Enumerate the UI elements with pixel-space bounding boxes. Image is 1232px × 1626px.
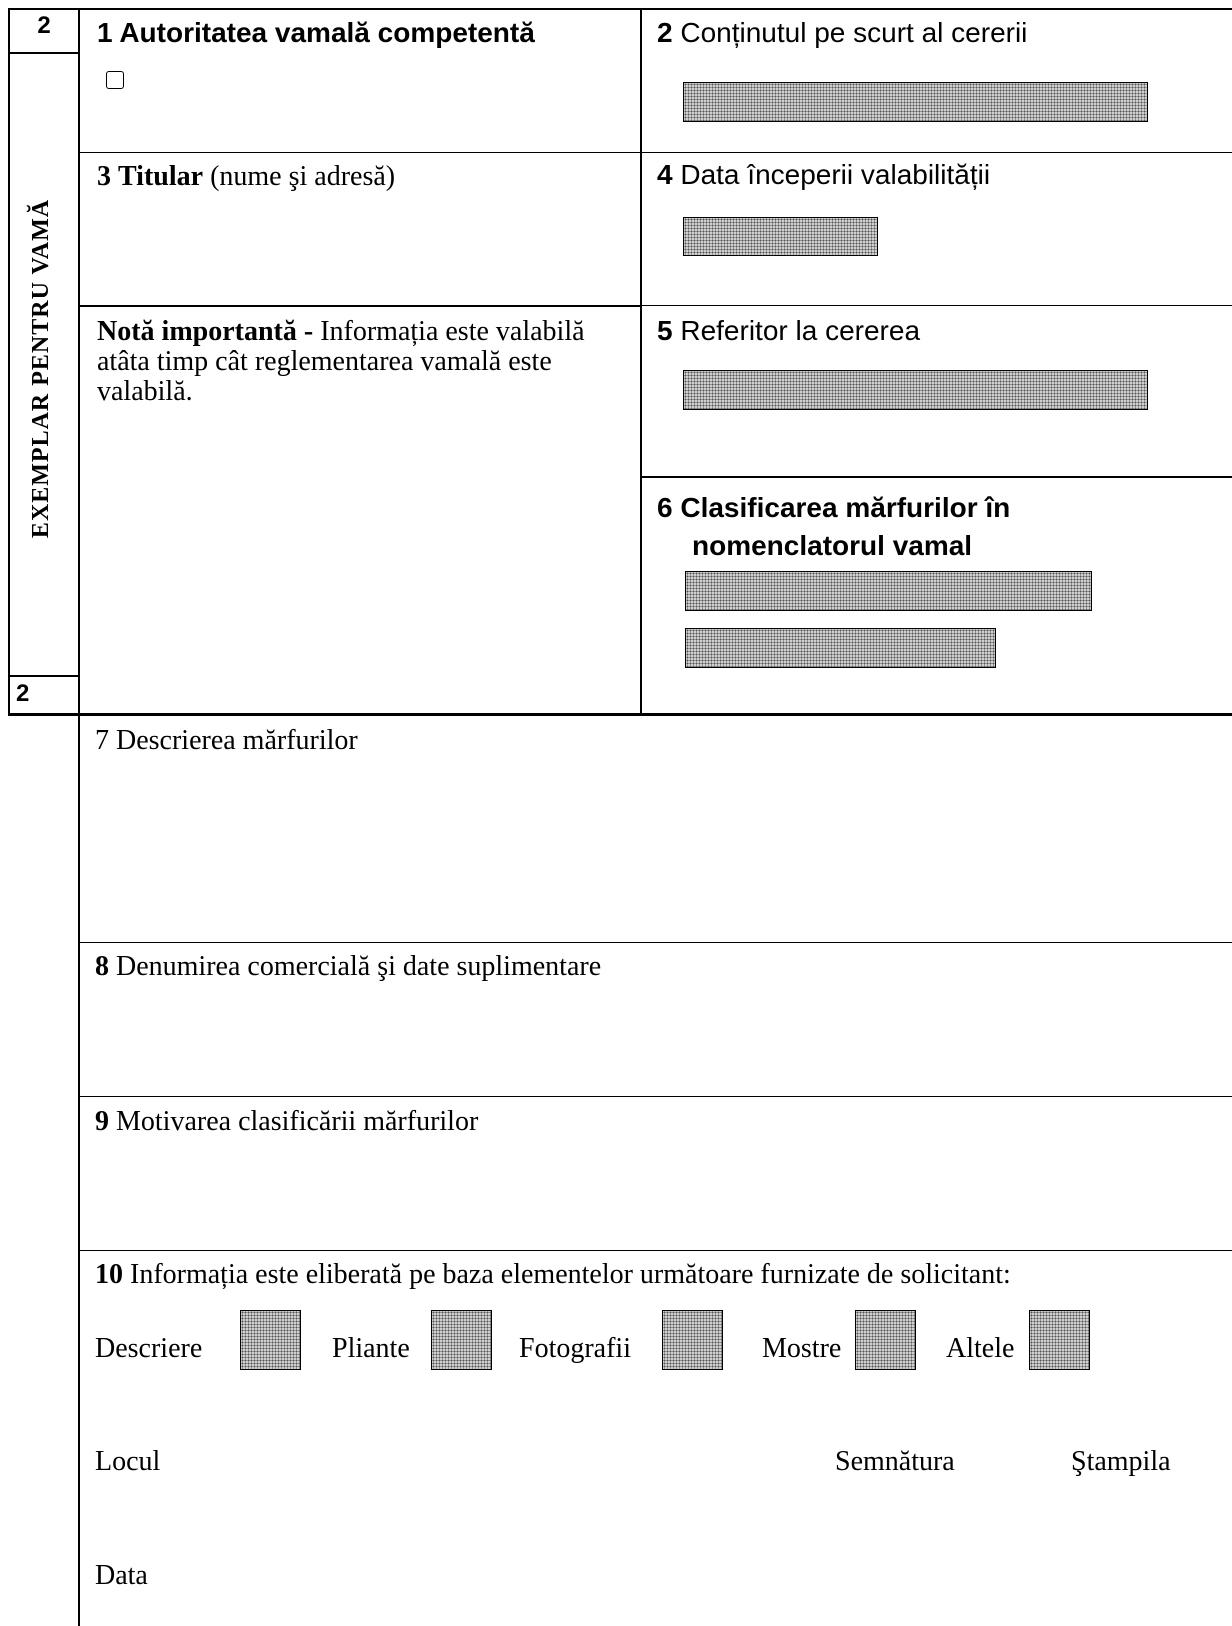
option-altele-label: Altele: [946, 1333, 1015, 1364]
box1-number: 1: [97, 17, 113, 48]
box10-header: 10 Informația este eliberată pe baza ele…: [95, 1259, 1011, 1291]
upper-column-divider: [640, 8, 642, 715]
right-sep-2: [640, 305, 1232, 306]
box5-field[interactable]: [683, 370, 1148, 410]
box4-field[interactable]: [683, 217, 878, 256]
box9-number: 9: [95, 1106, 109, 1137]
box6-title-line1: Clasificarea mărfurilor în: [680, 492, 1011, 523]
box8-number: 8: [95, 951, 109, 982]
box5-title: Referitor la cererea: [680, 315, 921, 346]
box3-title: Titular: [118, 161, 204, 192]
form-upper-bottom-border: [8, 713, 1232, 716]
option-descriere-checkbox[interactable]: [240, 1310, 301, 1370]
box10-number: 10: [95, 1259, 123, 1290]
box8-header: 8 Denumirea comercială şi date supliment…: [95, 951, 601, 983]
right-sep-1: [640, 152, 1232, 153]
box2-header: 2 Conținutul pe scurt al cererii: [657, 17, 1027, 49]
box6-header-line1: 6 Clasificarea mărfurilor în: [657, 492, 1010, 524]
box6-number: 6: [657, 492, 673, 523]
box10-title: Informația este eliberată pe baza elemen…: [130, 1259, 1011, 1290]
box6-header-line2: nomenclatorul vamal: [692, 530, 973, 561]
copy-number-top: 2: [37, 12, 51, 39]
box2-title: Conținutul pe scurt al cererii: [680, 17, 1028, 48]
box4-number: 4: [657, 159, 673, 190]
important-note: Notă importantă - Informația este valabi…: [97, 317, 617, 407]
box7-header: 7 Descrierea mărfurilor: [95, 725, 358, 757]
box1-header: 1 Autoritatea vamală competentă: [97, 17, 535, 49]
box5-header: 5 Referitor la cererea: [657, 315, 920, 347]
box6-field-1[interactable]: [685, 571, 1092, 611]
main-left-border: [78, 8, 80, 1626]
box1-title: Autoritatea vamală competentă: [119, 17, 535, 48]
option-descriere-label: Descriere: [95, 1333, 203, 1364]
lower-sep-2: [78, 1096, 1232, 1097]
box9-title: Motivarea clasificării mărfurilor: [116, 1106, 479, 1137]
option-altele-checkbox[interactable]: [1029, 1310, 1090, 1370]
box2-number: 2: [657, 17, 673, 48]
form-top-border: [8, 8, 1232, 10]
side-strip-top-separator: [8, 52, 80, 54]
copy-number-bottom: 2: [16, 680, 30, 707]
important-note-text: Informația este valabilă atâta timp cât …: [97, 316, 585, 407]
lower-sep-1: [78, 942, 1232, 943]
date-label: Data: [95, 1560, 148, 1591]
box7-number: 7: [95, 725, 109, 756]
option-pliante-checkbox[interactable]: [431, 1310, 492, 1370]
option-pliante-label: Pliante: [332, 1333, 410, 1364]
box3-number: 3: [97, 161, 111, 192]
box5-number: 5: [657, 315, 673, 346]
option-mostre-label: Mostre: [762, 1333, 842, 1364]
box4-header: 4 Data începerii valabilității: [657, 159, 990, 191]
important-note-title: Notă importantă -: [97, 316, 314, 347]
option-mostre-checkbox[interactable]: [855, 1310, 916, 1370]
stamp-label: Ştampila: [1071, 1446, 1171, 1477]
box9-header: 9 Motivarea clasificării mărfurilor: [95, 1106, 478, 1138]
box7-title: Descrierea mărfurilor: [116, 725, 358, 756]
box6-field-2[interactable]: [685, 628, 996, 668]
side-strip-left-border: [8, 8, 10, 715]
option-fotografii-checkbox[interactable]: [662, 1310, 723, 1370]
option-fotografii-label: Fotografii: [519, 1333, 631, 1364]
box8-title: Denumirea comercială şi date suplimentar…: [116, 951, 602, 982]
left-sep-1: [78, 152, 642, 153]
left-sep-2: [78, 305, 642, 307]
side-label-text: EXEMPLAR PENTRU VAMĂ: [28, 198, 55, 538]
side-label: EXEMPLAR PENTRU VAMĂ: [16, 148, 68, 588]
right-sep-3: [640, 476, 1232, 478]
box3-header: 3 Titular (nume şi adresă): [97, 161, 395, 193]
signature-label: Semnătura: [835, 1446, 955, 1477]
place-label: Locul: [95, 1446, 161, 1477]
box4-title: Data începerii valabilității: [680, 159, 991, 190]
lower-sep-3: [78, 1250, 1232, 1251]
side-strip-bottom-separator: [8, 675, 80, 677]
checkbox-icon[interactable]: [106, 71, 124, 89]
box2-field[interactable]: [683, 82, 1148, 122]
box3-note: (nume şi adresă): [210, 161, 396, 192]
